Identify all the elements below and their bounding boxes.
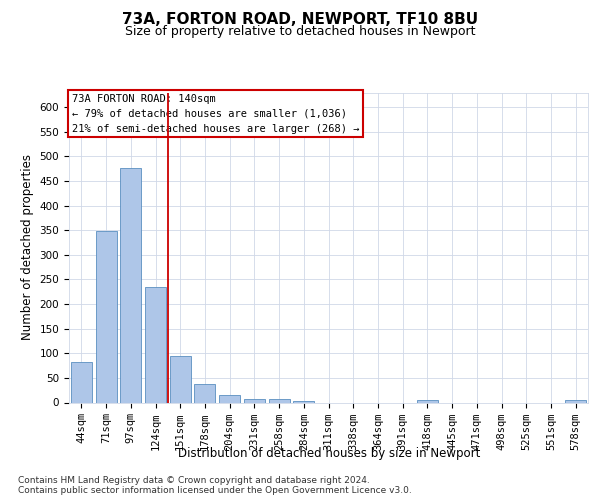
Text: Contains HM Land Registry data © Crown copyright and database right 2024.: Contains HM Land Registry data © Crown c… <box>18 476 370 485</box>
Bar <box>269 398 290 402</box>
Text: 73A, FORTON ROAD, NEWPORT, TF10 8BU: 73A, FORTON ROAD, NEWPORT, TF10 8BU <box>122 12 478 28</box>
Bar <box>565 400 586 402</box>
Bar <box>194 384 215 402</box>
Text: Size of property relative to detached houses in Newport: Size of property relative to detached ho… <box>125 25 475 38</box>
Bar <box>244 398 265 402</box>
Bar <box>417 400 438 402</box>
Text: 73A FORTON ROAD: 140sqm
← 79% of detached houses are smaller (1,036)
21% of semi: 73A FORTON ROAD: 140sqm ← 79% of detache… <box>71 94 359 134</box>
Text: Distribution of detached houses by size in Newport: Distribution of detached houses by size … <box>178 448 480 460</box>
Text: Contains public sector information licensed under the Open Government Licence v3: Contains public sector information licen… <box>18 486 412 495</box>
Bar <box>120 168 141 402</box>
Bar <box>170 356 191 403</box>
Y-axis label: Number of detached properties: Number of detached properties <box>21 154 34 340</box>
Bar <box>71 362 92 403</box>
Bar <box>219 394 240 402</box>
Bar <box>145 288 166 403</box>
Bar <box>95 232 116 402</box>
Bar <box>293 400 314 402</box>
